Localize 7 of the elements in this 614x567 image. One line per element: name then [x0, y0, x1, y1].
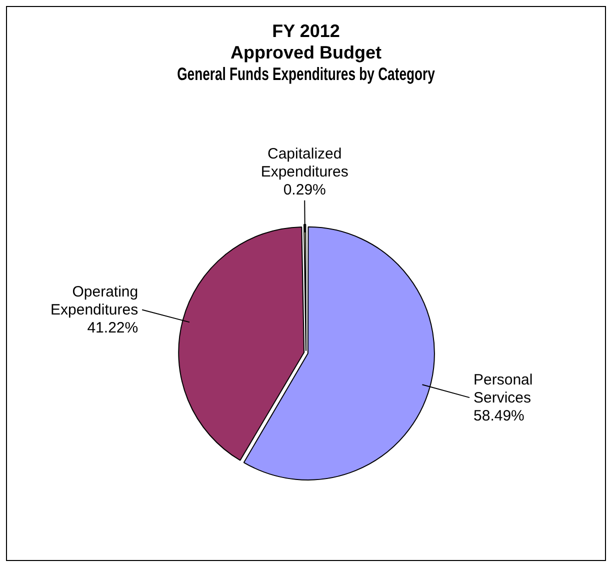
data-label: 58.49%: [474, 408, 524, 425]
slice-label: Personal Services: [474, 372, 533, 407]
slice-label: Capitalized Expenditures: [260, 145, 348, 180]
data-label: 0.29%: [283, 181, 326, 198]
slice-label: Operating Expenditures: [50, 284, 138, 319]
data-label: 41.22%: [87, 320, 138, 337]
chart-title: FY 2012 Approved Budget General Funds Expenditures by Category: [177, 20, 436, 85]
